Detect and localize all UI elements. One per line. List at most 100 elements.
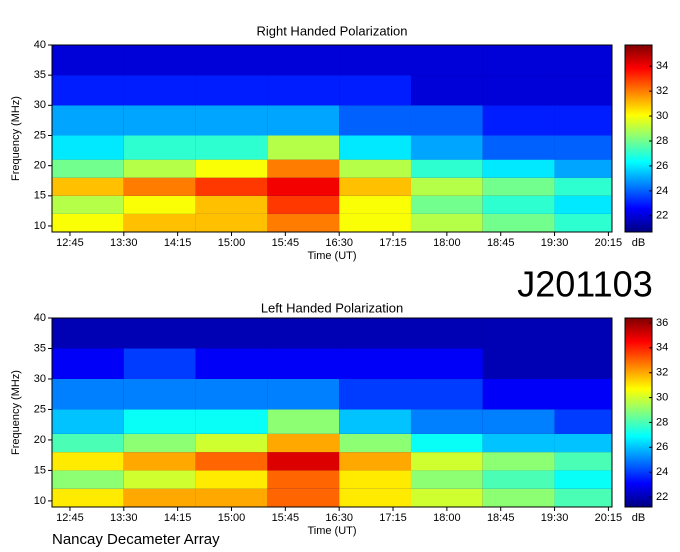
heatmap-cell <box>339 470 411 489</box>
x-tick-label: 16:30 <box>325 512 353 524</box>
spectrum-id: J201103 <box>517 264 652 305</box>
heatmap-cell <box>339 433 411 453</box>
heatmap-cell <box>195 318 268 349</box>
heatmap-cell <box>339 452 411 471</box>
heatmap-cell <box>410 159 483 178</box>
heatmap-cell <box>267 488 340 507</box>
y-tick-label: 15 <box>34 464 46 476</box>
heatmap-cell <box>410 135 483 160</box>
colorbar-tick-label: 34 <box>656 60 668 72</box>
y-tick-label: 30 <box>34 99 46 111</box>
heatmap-cell <box>123 105 196 136</box>
heatmap-cell <box>482 135 555 160</box>
plot-frame <box>51 317 613 508</box>
heatmap-cell <box>339 348 411 379</box>
heatmap-cell <box>123 409 196 434</box>
heatmap-cell <box>52 45 124 76</box>
heatmap-cell <box>123 177 196 196</box>
colorbar-tick-label: 26 <box>656 441 668 453</box>
x-tick-label: 18:00 <box>433 512 461 524</box>
heatmap-cell <box>52 452 124 471</box>
colorbar-tick-label: 22 <box>656 210 668 222</box>
heatmap-cell <box>410 213 483 232</box>
y-tick-label: 20 <box>34 434 46 446</box>
heatmap-cell <box>482 318 555 349</box>
heatmap-cell <box>195 135 268 160</box>
heatmap-cell <box>339 213 411 232</box>
heatmap-cell <box>52 409 124 434</box>
heatmap-cell <box>554 45 612 76</box>
heatmap-cell <box>410 433 483 453</box>
colorbar <box>624 317 653 508</box>
x-tick-label: 15:00 <box>218 237 246 249</box>
heatmap-cell <box>339 195 411 214</box>
heatmap-cell <box>410 105 483 136</box>
colorbar-tick-label: 32 <box>656 85 668 97</box>
colorbar-tick-label: 26 <box>656 160 668 172</box>
heatmap-cell <box>482 488 555 507</box>
heatmap-cell <box>52 318 124 349</box>
heatmap-cell <box>482 452 555 471</box>
heatmap-cell <box>554 348 612 379</box>
y-tick-label: 30 <box>34 373 46 385</box>
heatmap-cell <box>123 195 196 214</box>
heatmap-cell <box>195 105 268 136</box>
heatmap-cell <box>339 105 411 136</box>
heatmap-cell <box>410 348 483 379</box>
heatmap-cell <box>482 75 555 106</box>
heatmap-cell <box>195 159 268 178</box>
heatmap-cell <box>482 378 555 410</box>
heatmap-cell <box>267 213 340 232</box>
heatmap-cell <box>410 75 483 106</box>
x-tick-label: 15:00 <box>218 512 246 524</box>
colorbar-tick-label: 28 <box>656 135 668 147</box>
heatmap-cell <box>339 45 411 76</box>
heatmap-cell <box>195 348 268 379</box>
heatmap-cell <box>267 378 340 410</box>
y-tick-label: 10 <box>34 495 46 507</box>
colorbar-tick-label: 30 <box>656 391 668 403</box>
heatmap-cell <box>482 45 555 76</box>
y-tick-label: 35 <box>34 342 46 354</box>
heatmap-cell <box>52 213 124 232</box>
heatmap-cell <box>267 470 340 489</box>
heatmap-cell <box>482 177 555 196</box>
x-axis-label: Time (UT) <box>307 525 356 537</box>
heatmap-cell <box>195 409 268 434</box>
heatmap-cell <box>52 105 124 136</box>
heatmap-cell <box>267 45 340 76</box>
heatmap-cell <box>267 433 340 453</box>
x-tick-label: 19:30 <box>541 237 569 249</box>
heatmap-cell <box>267 75 340 106</box>
heatmap-cell <box>410 45 483 76</box>
x-tick-label: 15:45 <box>272 237 300 249</box>
plot-frame <box>51 44 613 233</box>
x-tick-label: 13:30 <box>110 512 138 524</box>
y-axis-label: Frequency (MHz) <box>10 96 22 181</box>
heatmap-cell <box>195 177 268 196</box>
heatmap-cell <box>554 177 612 196</box>
x-tick-label: 14:15 <box>164 512 192 524</box>
heatmap-cell <box>123 378 196 410</box>
heatmap-cell <box>339 75 411 106</box>
heatmap-cell <box>554 433 612 453</box>
heatmap-cell <box>410 452 483 471</box>
heatmap-cell <box>482 159 555 178</box>
heatmap-cell <box>195 213 268 232</box>
y-tick-label: 25 <box>34 129 46 141</box>
colorbar-label: dB <box>632 237 645 249</box>
heatmap-cell <box>554 378 612 410</box>
y-tick-label: 15 <box>34 190 46 202</box>
heatmap-cell <box>482 409 555 434</box>
heatmap-cell <box>195 378 268 410</box>
colorbar-tick-label: 34 <box>656 342 668 354</box>
x-tick-label: 18:45 <box>487 512 515 524</box>
heatmap-cell <box>52 470 124 489</box>
heatmap-cell <box>123 470 196 489</box>
x-tick-label: 19:30 <box>541 512 569 524</box>
heatmap-cell <box>482 433 555 453</box>
y-tick-label: 40 <box>34 39 46 51</box>
heatmap-cell <box>410 318 483 349</box>
heatmap-cell <box>339 318 411 349</box>
